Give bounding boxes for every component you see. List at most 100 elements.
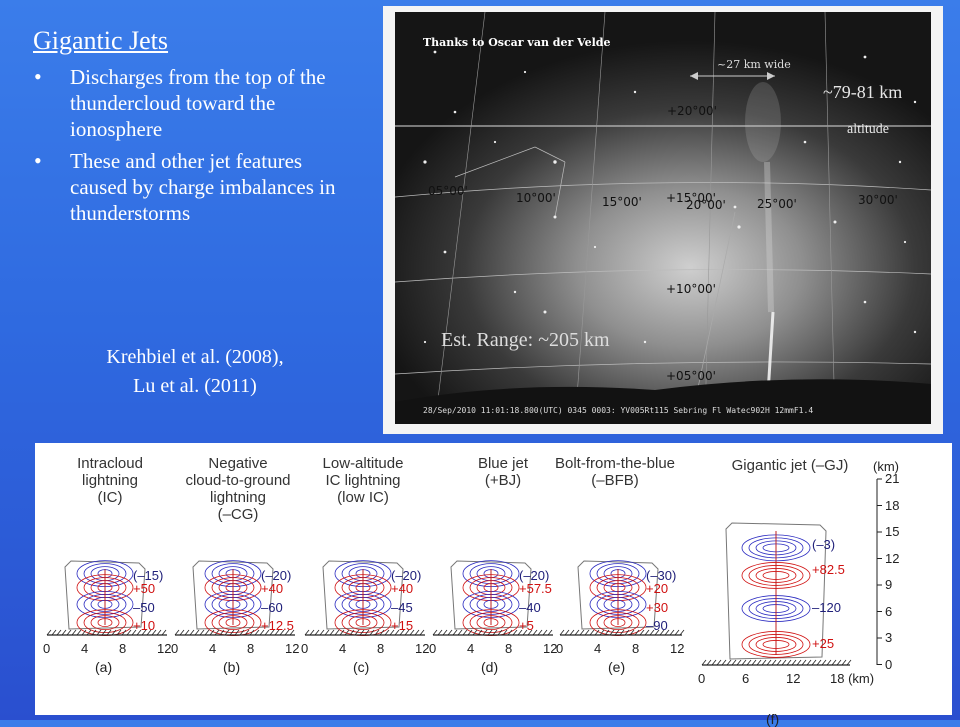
ground-hatch	[669, 629, 675, 636]
citation-line: Krehbiel et al. (2008),	[106, 346, 284, 368]
ground-hatch	[96, 629, 102, 636]
coord-label: 10°00'	[516, 191, 556, 205]
ground-hatch	[457, 629, 463, 636]
charge-value: –50	[133, 600, 155, 616]
ground-hatch	[259, 629, 265, 636]
panel-heading-line: (IC)	[97, 489, 123, 506]
x-tick-label: 8	[632, 641, 640, 656]
ground-hatch	[542, 629, 548, 636]
ground-hatch	[564, 629, 570, 636]
x-tick-label: 4	[209, 641, 217, 656]
ground-hatch	[136, 629, 142, 636]
cloud-outline	[192, 560, 274, 630]
ground-hatch	[244, 629, 250, 636]
panel-heading: Blue jet (+BJ)	[433, 455, 573, 489]
bullet-item: Discharges from the top of the thundercl…	[30, 64, 360, 142]
charge-value: +50	[133, 580, 156, 596]
ground-hatch	[776, 659, 782, 666]
ground-hatch	[462, 629, 468, 636]
x-tick-label: 12	[543, 641, 558, 656]
ground-hatch	[289, 629, 295, 636]
ground-hatch	[111, 629, 117, 636]
x-tick-label: 4	[81, 641, 89, 656]
charge-value: –40	[519, 600, 541, 616]
ground-hatch	[274, 629, 280, 636]
x-tick-label: 12	[157, 641, 172, 656]
ground-hatch	[199, 629, 205, 636]
citation-line: Lu et al. (2011)	[133, 375, 257, 397]
ground-hatch	[801, 659, 807, 666]
ground-hatch	[736, 659, 742, 666]
panel-heading: Intracloud lightning (IC)	[40, 455, 180, 506]
coord-label: +20°00'	[667, 104, 717, 118]
charge-value: +20	[646, 580, 669, 596]
ground-hatch	[559, 629, 565, 636]
gigantic-jet-photo: Thanks to Oscar van der Velde ~27 km wid…	[395, 12, 931, 424]
ground-hatch	[614, 629, 620, 636]
ground-hatch	[319, 629, 325, 636]
ground-hatch	[502, 629, 508, 636]
ground-hatch	[594, 629, 600, 636]
charge-value: +15	[391, 618, 414, 634]
ground-hatch	[701, 659, 707, 666]
panel-heading-line: (low IC)	[337, 489, 389, 506]
panel-heading-line: (+BJ)	[484, 472, 522, 489]
ground-hatch	[846, 659, 852, 666]
ground-hatch	[399, 629, 405, 636]
ground-hatch	[841, 659, 847, 666]
ground-hatch	[811, 659, 817, 666]
ground-hatch	[249, 629, 255, 636]
ground-hatch	[584, 629, 590, 636]
ground-hatch	[314, 629, 320, 636]
ground-hatch	[437, 629, 443, 636]
ground-hatch	[309, 629, 315, 636]
timestamp-overlay: 28/Sep/2010 11:01:18.800(UTC) 0345 0003:…	[423, 406, 814, 415]
charge-value: +25	[812, 636, 835, 652]
x-tick-label: 12	[670, 641, 685, 656]
panel-heading-line: Negative	[208, 455, 268, 472]
subfigure-label: (c)	[353, 659, 370, 675]
ground-hatch	[279, 629, 285, 636]
ground-hatch	[654, 629, 660, 636]
ground-hatch	[599, 629, 605, 636]
ground-hatch	[304, 629, 310, 636]
ground-hatch	[786, 659, 792, 666]
x-tick-label: 0	[171, 641, 179, 656]
bullet-item: These and other jet features caused by c…	[30, 148, 360, 226]
y-tick-label: 0	[885, 656, 893, 672]
ground-hatch	[726, 659, 732, 666]
ground-hatch	[644, 629, 650, 636]
ground-hatch	[816, 659, 822, 666]
panel-heading-line: lightning	[82, 472, 138, 489]
panel-heading-line: Intracloud	[77, 455, 143, 472]
ground-hatch	[194, 629, 200, 636]
ground-hatch	[826, 659, 832, 666]
ground-hatch	[659, 629, 665, 636]
ground-hatch	[51, 629, 57, 636]
ground-hatch	[56, 629, 62, 636]
x-tick-label: 8	[119, 641, 127, 656]
ground-hatch	[634, 629, 640, 636]
ground-hatch	[184, 629, 190, 636]
y-tick-label: 9	[885, 577, 893, 592]
ground-hatch	[674, 629, 680, 636]
ground-hatch	[269, 629, 275, 636]
ground-hatch	[409, 629, 415, 636]
ground-hatch	[414, 629, 420, 636]
charge-value: (–15)	[133, 568, 164, 583]
ground-hatch	[589, 629, 595, 636]
x-tick-label: 0	[301, 641, 309, 656]
altitude-label: altitude	[847, 122, 889, 137]
ground-hatch	[131, 629, 137, 636]
ground-hatch	[174, 629, 180, 636]
ground-hatch	[284, 629, 290, 636]
x-tick-label: 0	[43, 641, 51, 656]
y-tick-label: 15	[885, 524, 900, 539]
cloud-outline	[725, 522, 827, 660]
ground-hatch	[404, 629, 410, 636]
panel-heading-line: (–BFB)	[591, 472, 639, 489]
ground-hatch	[619, 629, 625, 636]
ground-hatch	[419, 629, 425, 636]
panel-heading-line: Low-altitude	[322, 455, 404, 472]
ground-hatch	[324, 629, 330, 636]
